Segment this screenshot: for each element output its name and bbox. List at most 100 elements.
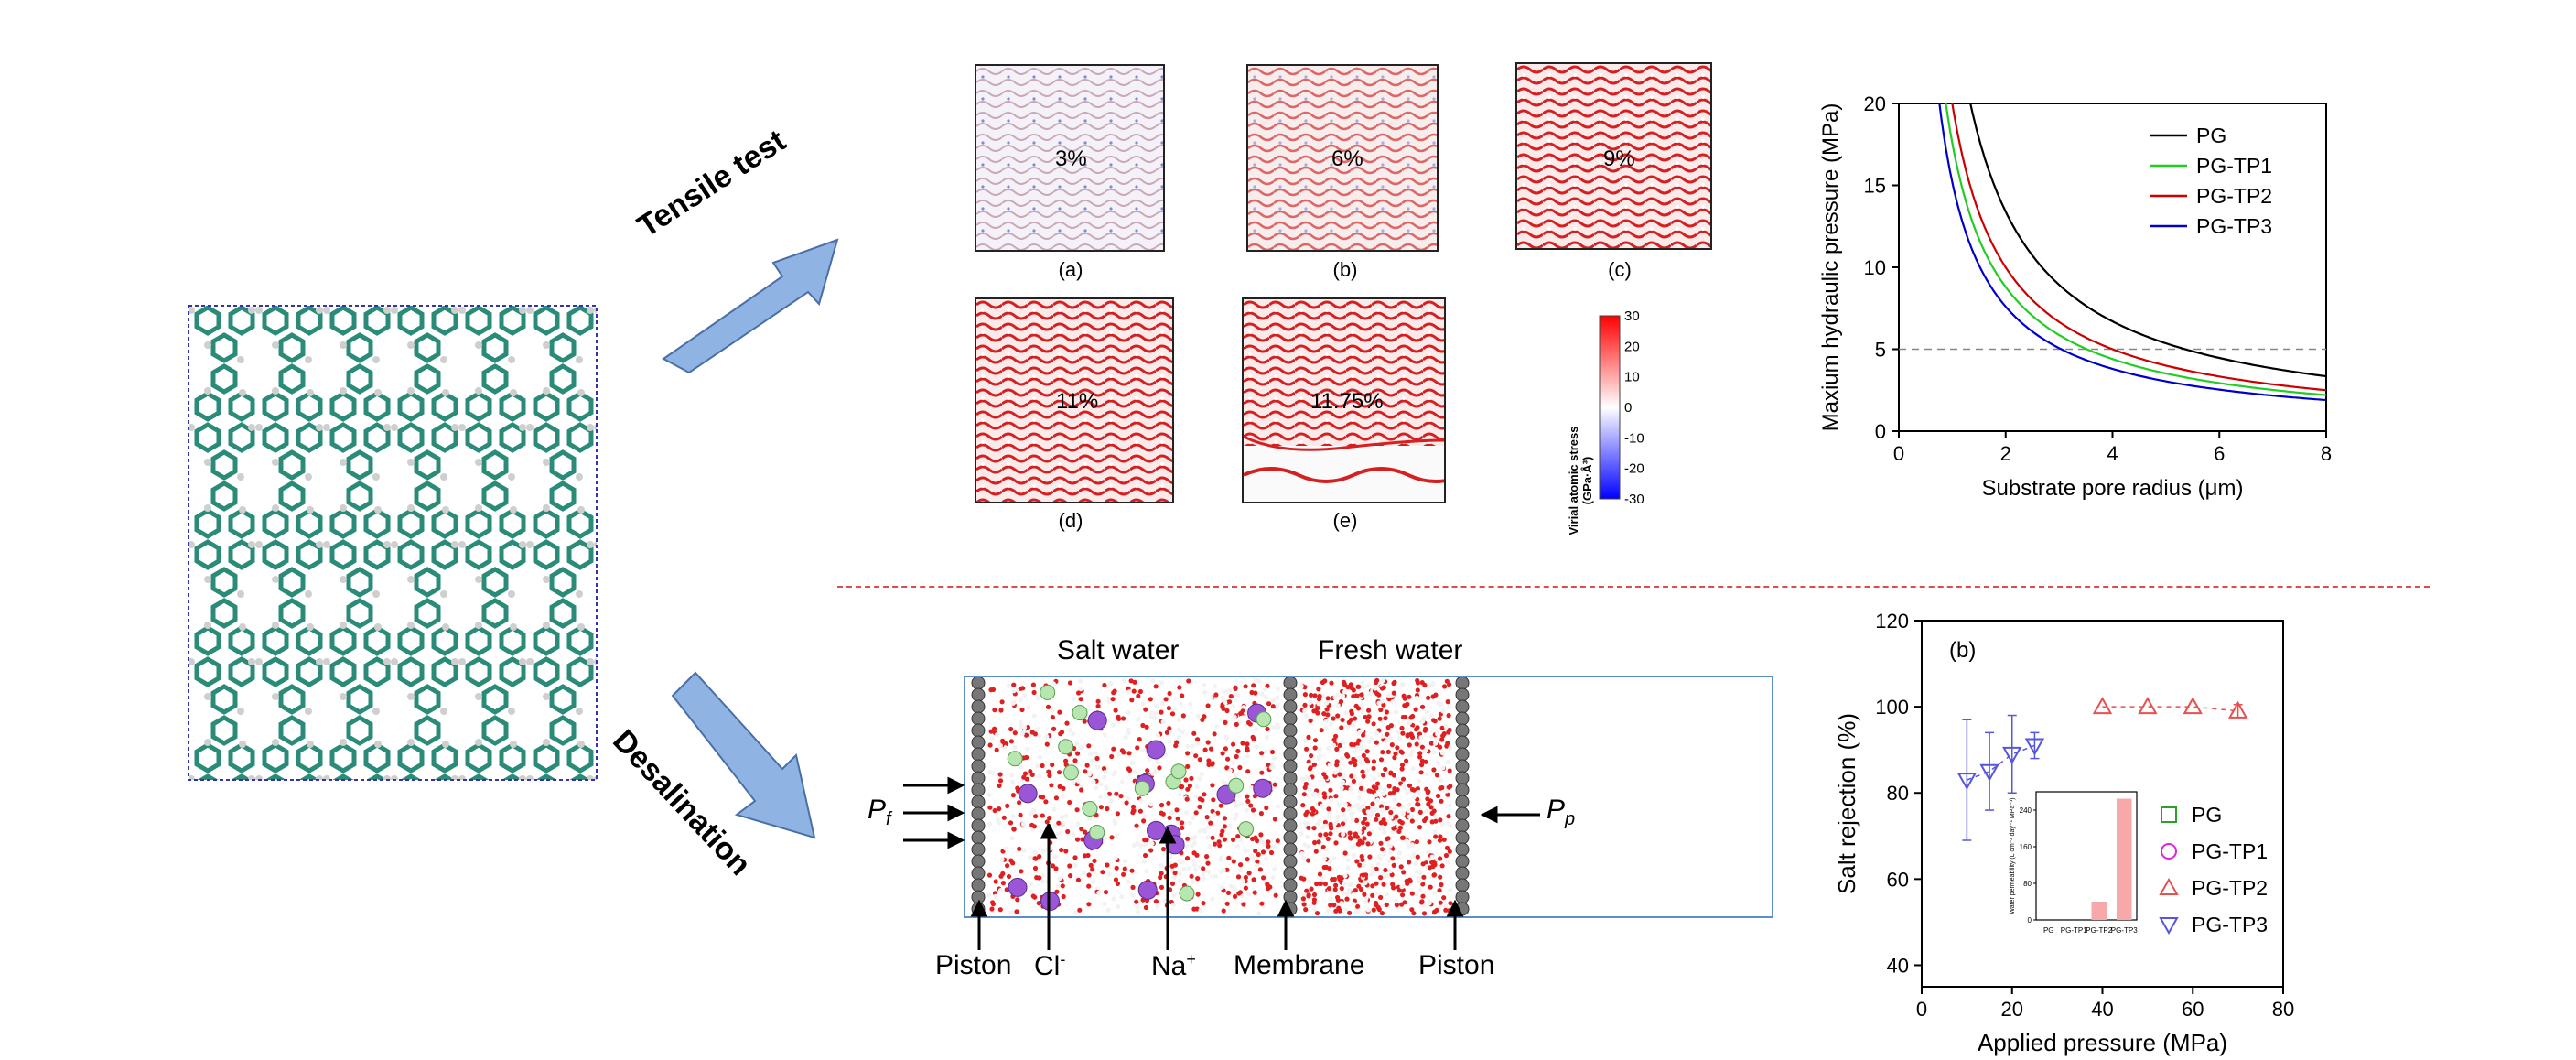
water-atom	[1126, 689, 1132, 695]
water-atom	[1240, 741, 1245, 746]
colorbar-tick: -20	[1624, 461, 1644, 477]
water-atom	[1121, 871, 1126, 877]
water-atom	[1035, 727, 1040, 732]
water-atom	[1263, 856, 1269, 861]
water-atom	[1210, 783, 1215, 788]
water-atom	[1244, 710, 1249, 716]
water-atom	[1157, 765, 1162, 771]
water-atom	[1384, 837, 1390, 842]
water-atom	[1353, 762, 1358, 768]
wall-atom	[1455, 747, 1470, 762]
water-atom	[1199, 771, 1204, 776]
water-atom	[1365, 841, 1371, 847]
water-atom	[1222, 824, 1227, 829]
water-atom	[1193, 810, 1199, 816]
chart2-ytick-label: 100	[1875, 696, 1909, 719]
water-atom	[1362, 826, 1367, 831]
water-atom	[1222, 837, 1227, 842]
water-atom	[1360, 769, 1365, 774]
water-atom	[1191, 836, 1196, 841]
water-atom	[1010, 793, 1016, 798]
water-atom	[1366, 831, 1372, 837]
wall-atom	[1455, 795, 1470, 809]
water-atom	[1334, 759, 1340, 764]
water-atom	[1237, 890, 1244, 895]
water-atom	[1000, 738, 1006, 743]
water-atom	[1082, 871, 1087, 876]
water-atom	[1058, 830, 1063, 836]
water-atom	[1050, 762, 1055, 768]
water-atom	[1387, 869, 1393, 874]
water-atom	[1137, 737, 1142, 742]
water-atom	[1299, 684, 1304, 689]
water-atom	[1328, 903, 1333, 908]
water-atom	[1102, 732, 1107, 738]
water-atom	[1359, 854, 1364, 860]
water-atom	[1102, 774, 1107, 780]
water-atom	[1126, 727, 1131, 732]
water-atom	[1404, 758, 1409, 763]
water-atom	[1338, 698, 1344, 705]
water-atom	[1061, 820, 1066, 826]
water-atom	[1345, 685, 1351, 690]
water-atom	[1349, 882, 1354, 887]
water-atom	[1202, 792, 1207, 797]
water-atom	[1019, 724, 1024, 730]
water-atom	[1415, 680, 1421, 686]
water-atom	[1317, 871, 1323, 877]
water-atom	[1130, 804, 1137, 809]
water-atom	[1424, 808, 1429, 814]
water-atom	[1418, 735, 1424, 741]
water-atom	[1195, 713, 1201, 719]
water-atom	[1258, 811, 1264, 817]
water-atom	[1102, 682, 1107, 688]
water-atom	[1325, 696, 1331, 701]
water-atom	[1433, 818, 1439, 824]
water-atom	[1245, 769, 1251, 774]
water-atom	[997, 778, 1004, 784]
water-atom	[1435, 793, 1441, 799]
water-atom	[1220, 704, 1225, 709]
water-atom	[1232, 886, 1237, 892]
water-atom	[1109, 835, 1115, 840]
water-atom	[1191, 850, 1197, 856]
water-atom	[1337, 742, 1342, 748]
water-atom	[1235, 874, 1242, 880]
water-atom	[1068, 727, 1073, 732]
water-atom	[1417, 875, 1422, 881]
water-atom	[1439, 798, 1444, 804]
water-atom	[1353, 831, 1358, 837]
water-atom	[1445, 699, 1450, 705]
water-atom	[1040, 873, 1045, 879]
chart1-series-line-pg	[1969, 103, 2326, 378]
water-atom	[1138, 798, 1144, 804]
water-atom	[1431, 808, 1437, 814]
water-atom	[1351, 756, 1356, 762]
water-atom	[1019, 869, 1024, 874]
water-atom	[1011, 682, 1017, 687]
water-atom	[1105, 907, 1111, 913]
water-atom	[1432, 909, 1438, 914]
water-atom	[1225, 890, 1232, 895]
water-atom	[1419, 762, 1425, 768]
water-atom	[1083, 829, 1088, 835]
water-atom	[1245, 746, 1250, 752]
water-atom	[1198, 907, 1203, 913]
water-atom	[1440, 708, 1446, 714]
water-atom	[1137, 688, 1143, 695]
sodium-charge: +	[1186, 950, 1196, 968]
water-atom	[1415, 801, 1420, 807]
water-atom	[1193, 794, 1199, 799]
strain-label-c: 9%	[1603, 146, 1635, 171]
water-atom	[1185, 763, 1191, 769]
water-atom	[1299, 776, 1305, 782]
water-atom	[1331, 856, 1337, 861]
water-atom	[1147, 756, 1152, 763]
water-atom	[1153, 684, 1159, 689]
water-atom	[1194, 784, 1200, 790]
water-atom	[1159, 709, 1164, 715]
water-atom	[1374, 797, 1381, 803]
water-atom	[1153, 768, 1159, 773]
stress-panel-d	[975, 297, 1174, 503]
water-atom	[1202, 689, 1208, 695]
